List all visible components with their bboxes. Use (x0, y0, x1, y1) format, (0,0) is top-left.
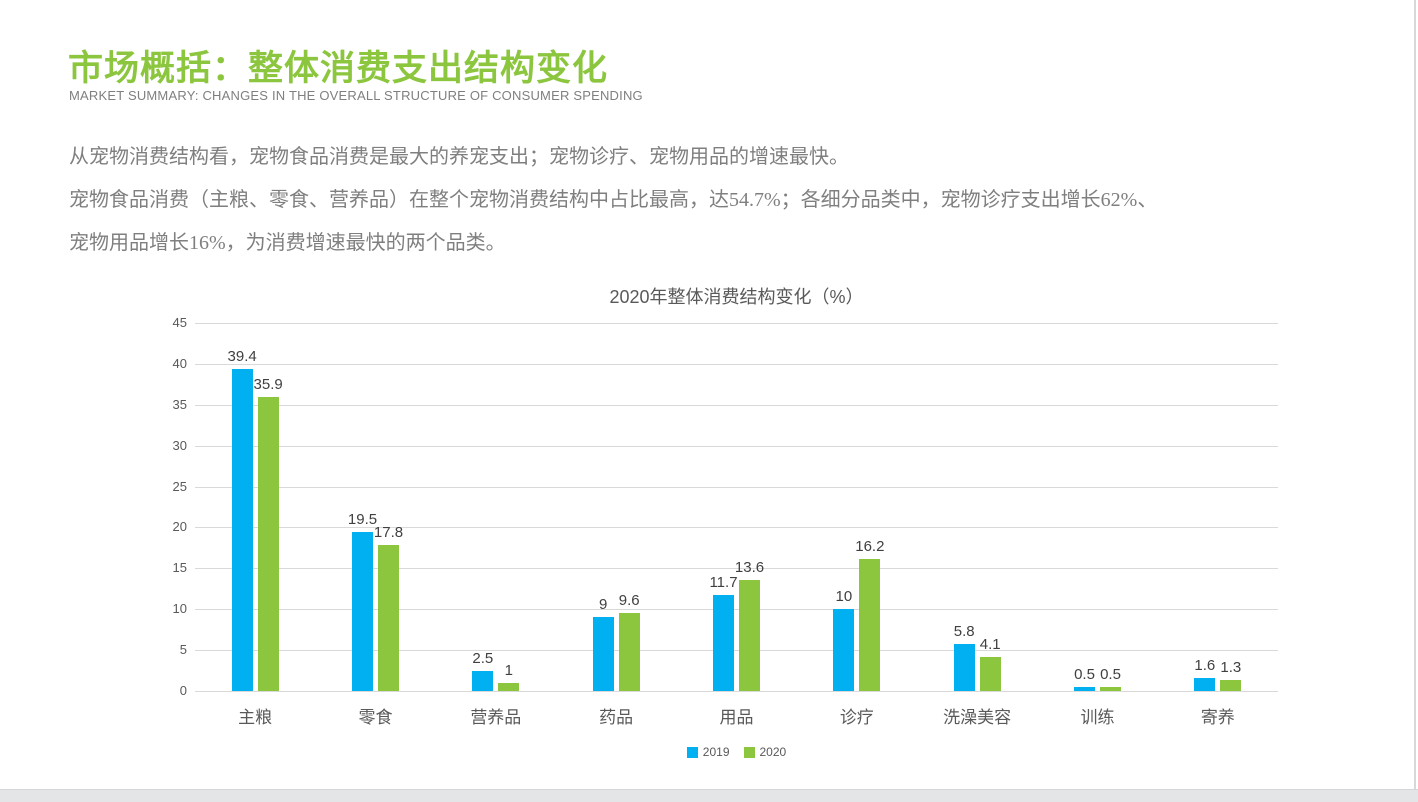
x-axis-category-label: 寄养 (1200, 708, 1235, 727)
page-subtitle: MARKET SUMMARY: CHANGES IN THE OVERALL S… (69, 88, 643, 103)
gridline (195, 486, 1278, 488)
legend-label: 2020 (759, 745, 787, 759)
data-label: 39.4 (227, 347, 257, 365)
bar-2020-寄养 (1220, 680, 1242, 691)
y-axis-tick-label: 25 (172, 478, 187, 494)
data-label: 17.8 (373, 524, 404, 542)
x-axis-category-label: 洗澡美容 (943, 708, 1012, 727)
data-label: 0.5 (1074, 665, 1095, 683)
bar-chart-plot-area: 0 5 10 15 20 25 30 35 40 45 39.4 35.9 主粮 19.5 17.8 零食 2.… (173, 315, 1278, 727)
gridline (195, 323, 1278, 324)
gridline (195, 527, 1278, 529)
data-label: 1 (504, 661, 513, 679)
x-axis-category-label: 用品 (719, 708, 754, 727)
bar-2020-用品 (739, 579, 760, 691)
slide-bottom-band (0, 789, 1418, 802)
x-axis-category-label: 零食 (358, 708, 393, 727)
legend-label: 2019 (702, 745, 730, 759)
y-axis-tick-label: 20 (172, 519, 187, 535)
bar-2019-零食 (352, 531, 373, 691)
bar-2019-主粮 (231, 368, 253, 691)
bar-2019-洗澡美容 (953, 643, 975, 691)
data-label: 2.5 (472, 649, 494, 667)
data-label: 0.5 (1100, 665, 1121, 683)
bar-2020-训练 (1100, 686, 1121, 691)
x-axis-category-label: 主粮 (238, 708, 273, 727)
gridline (195, 691, 1278, 692)
data-label: 4.1 (979, 636, 1001, 654)
x-axis-category-label: 营养品 (470, 708, 522, 727)
legend-swatch-icon (686, 746, 698, 758)
gridline (195, 568, 1278, 570)
data-label: 13.6 (734, 558, 765, 576)
body-text: 从宠物消费结构看，宠物食品消费是最大的养宠支出；宠物诊疗、宠物用品的增速最快。 … (69, 136, 1369, 265)
data-label: 1.6 (1194, 656, 1216, 674)
gridline (195, 650, 1278, 652)
gridline (195, 404, 1278, 406)
data-label: 35.9 (253, 376, 283, 394)
x-axis-category-label: 药品 (599, 708, 634, 727)
gridline (195, 609, 1278, 611)
bar-2019-药品 (592, 617, 614, 691)
y-axis-tick-label: 40 (172, 355, 187, 371)
legend-swatch-icon (743, 746, 755, 758)
bar-2020-营养品 (498, 682, 520, 691)
data-label: 19.5 (347, 510, 378, 528)
paragraph: 宠物食品消费（主粮、零食、营养品）在整个宠物消费结构中占比最高，达54.7%；各… (69, 189, 1158, 211)
paragraph: 宠物用品增长16%，为消费增速最快的两个品类。 (69, 232, 506, 254)
gridline (195, 363, 1278, 365)
chart-legend: 2019 2020 (195, 745, 1278, 759)
bar-2019-寄养 (1194, 677, 1216, 691)
data-label: 1.3 (1220, 659, 1242, 677)
y-axis-tick-label: 45 (172, 315, 187, 330)
y-axis-tick-label: 35 (172, 396, 187, 412)
x-axis-category-label: 诊疗 (839, 708, 874, 727)
y-axis-tick-label: 5 (179, 642, 187, 658)
gridline (195, 445, 1278, 447)
data-label: 11.7 (709, 574, 738, 592)
bar-2020-零食 (378, 545, 399, 691)
legend-entry: 2019 (686, 745, 730, 759)
data-label: 16.2 (855, 537, 885, 555)
slide-right-edge (1414, 0, 1416, 790)
chart-title: 2020年整体消费结构变化（%） (609, 287, 864, 307)
data-label: 9.6 (618, 591, 640, 609)
bar-2020-洗澡美容 (979, 657, 1001, 691)
legend-entry: 2020 (743, 745, 787, 759)
paragraph: 从宠物消费结构看，宠物食品消费是最大的养宠支出；宠物诊疗、宠物用品的增速最快。 (69, 146, 849, 168)
bar-2020-诊疗 (859, 558, 881, 691)
bar-2019-用品 (713, 595, 734, 691)
y-axis-tick-label: 10 (172, 601, 187, 617)
bar-2019-诊疗 (833, 609, 855, 691)
data-label: 9 (598, 596, 608, 614)
x-axis-category-label: 训练 (1080, 708, 1115, 727)
y-axis-tick-label: 0 (179, 683, 187, 698)
y-axis-tick-label: 30 (172, 437, 187, 453)
data-label: 5.8 (953, 622, 975, 640)
bar-2019-训练 (1074, 686, 1095, 691)
data-label: 10 (835, 588, 853, 606)
bar-2020-主粮 (257, 397, 279, 691)
bar-2020-药品 (618, 612, 640, 691)
page-title: 市场概括：整体消费支出结构变化 (68, 49, 609, 88)
y-axis-tick-label: 15 (172, 560, 187, 576)
bar-2019-营养品 (472, 670, 494, 691)
